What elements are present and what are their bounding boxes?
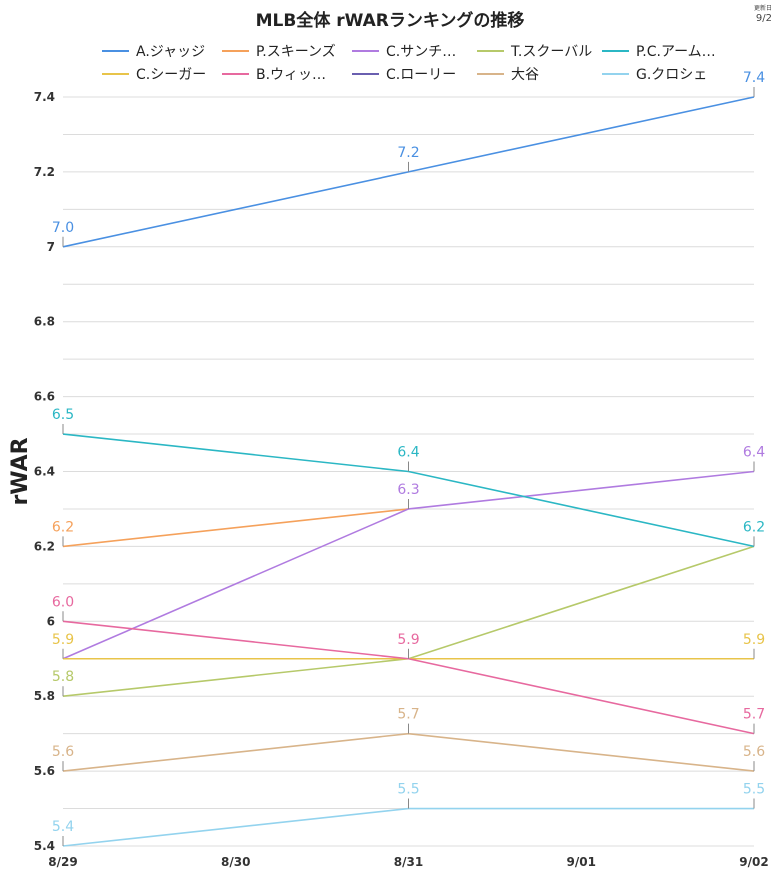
- x-tick-label: 8/30: [221, 855, 250, 869]
- data-label: 5.9: [397, 632, 419, 648]
- legend-label: B.ウィッ…: [256, 67, 327, 83]
- y-tick-label: 6: [47, 614, 55, 628]
- legend-label: A.ジャッジ: [136, 44, 206, 60]
- data-label: 5.9: [743, 632, 765, 648]
- updated-date-box: 更新日 9/2: [754, 6, 772, 24]
- legend-swatch: [352, 73, 379, 75]
- y-tick-label: 5.6: [34, 764, 55, 778]
- legend-label: P.C.アーム…: [636, 44, 716, 60]
- y-tick-label: 6.4: [34, 465, 55, 479]
- legend-item[interactable]: T.スクーバル: [477, 41, 592, 61]
- legend-label: C.ローリー: [386, 67, 457, 83]
- x-tick-label: 8/31: [394, 855, 423, 869]
- x-tick-label: 9/02: [739, 855, 768, 869]
- y-tick-label: 6.6: [34, 390, 55, 404]
- data-label: 5.5: [397, 782, 419, 798]
- updated-label: 更新日: [753, 5, 772, 12]
- legend-label: C.シーガー: [136, 67, 207, 83]
- legend-swatch: [102, 73, 129, 75]
- legend-swatch: [352, 50, 379, 52]
- legend-label: 大谷: [511, 67, 539, 83]
- y-axis-title: rWAR: [8, 437, 33, 505]
- data-label: 5.6: [743, 744, 765, 760]
- y-tick-label: 6.8: [34, 315, 55, 329]
- data-label: 6.3: [397, 482, 419, 498]
- data-label: 5.5: [743, 782, 765, 798]
- data-label: 5.4: [52, 819, 74, 835]
- chart-title: MLB全体 rWARランキングの推移: [255, 11, 525, 31]
- data-label: 6.2: [52, 519, 74, 535]
- data-label: 5.8: [52, 669, 74, 685]
- legend-swatch: [222, 73, 249, 75]
- data-label: 6.4: [397, 445, 419, 461]
- data-label: 7.0: [52, 220, 74, 236]
- legend-item[interactable]: B.ウィッ…: [222, 64, 326, 84]
- data-label: 5.7: [743, 707, 765, 723]
- legend-item[interactable]: P.スキーンズ: [222, 41, 336, 61]
- y-tick-label: 6.2: [34, 539, 55, 553]
- data-label: 7.2: [397, 145, 419, 161]
- series-line: [62, 807, 754, 847]
- data-label: 5.9: [52, 632, 74, 648]
- legend-swatch: [222, 50, 249, 52]
- series-line: [62, 732, 755, 772]
- legend-swatch: [477, 73, 504, 75]
- legend-item[interactable]: A.ジャッジ: [102, 41, 205, 61]
- legend-label: G.クロシェ: [636, 67, 708, 83]
- legend-item[interactable]: P.C.アーム…: [602, 41, 716, 61]
- legend-item[interactable]: C.シーガー: [102, 64, 206, 84]
- y-tick-label: 5.4: [34, 839, 55, 853]
- data-label: 5.6: [52, 744, 74, 760]
- y-tick-label: 7: [47, 240, 55, 254]
- x-tick-label: 9/01: [567, 855, 596, 869]
- legend-label: P.スキーンズ: [256, 44, 336, 60]
- data-label: 6.4: [743, 445, 765, 461]
- y-tick-label: 7.4: [34, 90, 55, 104]
- legend-label: C.サンチ…: [386, 44, 457, 60]
- data-label: 7.4: [743, 70, 765, 86]
- data-label: 5.7: [397, 707, 419, 723]
- legend-item[interactable]: G.クロシェ: [602, 64, 707, 84]
- y-tick-label: 7.2: [34, 165, 55, 179]
- data-label: 6.0: [52, 594, 74, 610]
- data-label: 6.5: [52, 407, 74, 423]
- data-label: 6.2: [743, 519, 765, 535]
- y-tick-label: 5.8: [34, 689, 55, 703]
- legend-item[interactable]: C.ローリー: [352, 64, 456, 84]
- legend-swatch: [602, 50, 629, 52]
- updated-date: 9/2: [755, 13, 772, 24]
- legend-item[interactable]: C.サンチ…: [352, 41, 456, 61]
- legend-swatch: [602, 73, 629, 75]
- legend-item[interactable]: 大谷: [477, 64, 539, 84]
- x-tick-label: 8/29: [48, 855, 77, 869]
- legend-swatch: [102, 50, 129, 52]
- legend-label: T.スクーバル: [511, 44, 593, 60]
- series-line: [62, 508, 409, 548]
- legend-swatch: [477, 50, 504, 52]
